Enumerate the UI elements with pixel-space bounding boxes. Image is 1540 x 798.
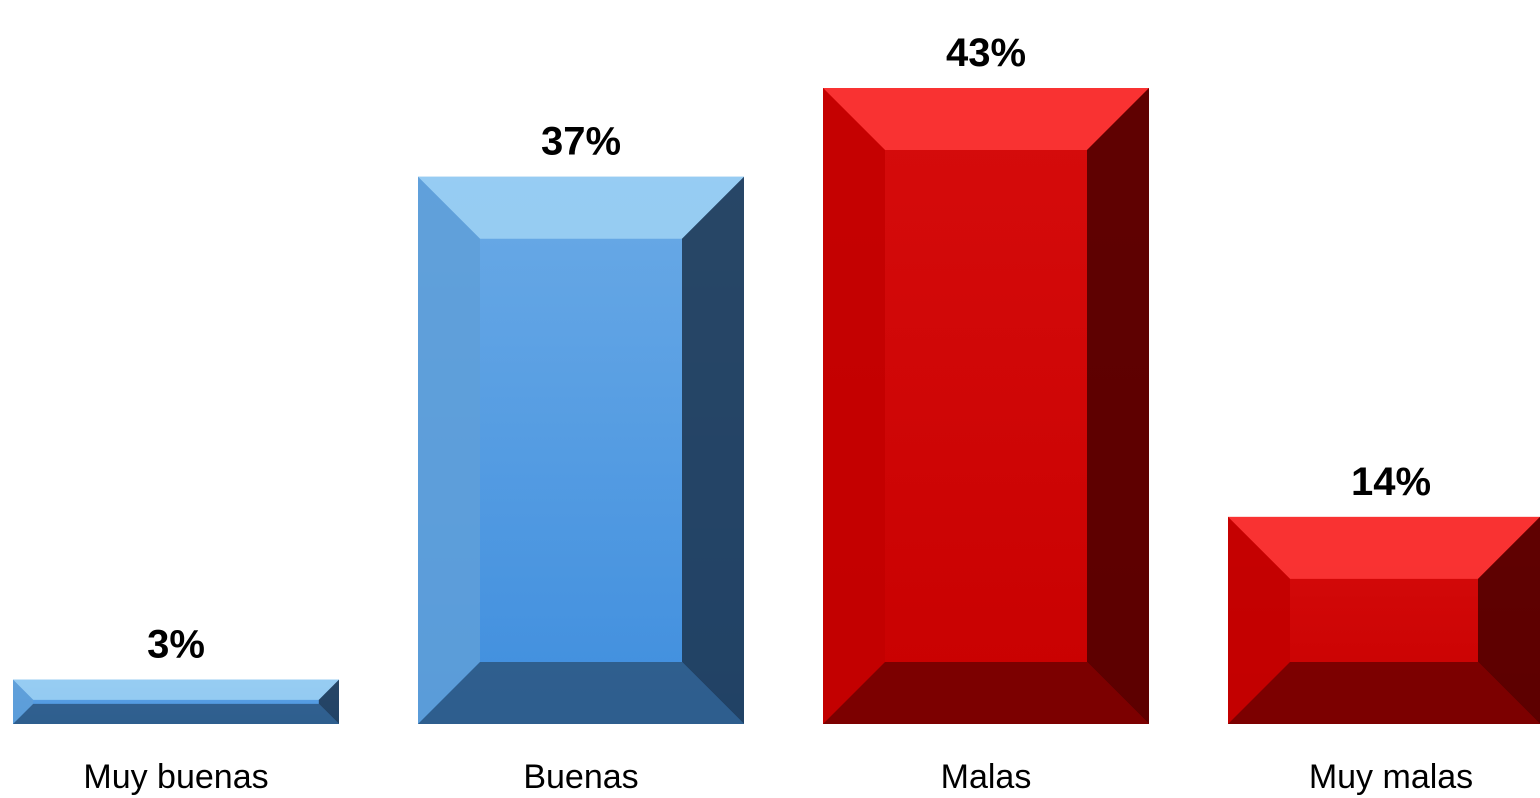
bar-bevel-left [13, 679, 34, 724]
bar-bevel-top [823, 88, 1149, 150]
bar-buenas [418, 176, 744, 724]
value-label-muy-buenas: 3% [147, 623, 205, 667]
value-labels-group: 3% 37% 43% 14% [147, 31, 1431, 667]
category-labels-group: Muy buenas Buenas Malas Muy malas [83, 758, 1473, 796]
bar-bevel-top [418, 176, 744, 239]
bar-bevel-bottom [418, 662, 744, 724]
bar-bevel-right [1478, 516, 1540, 724]
category-label-muy-malas: Muy malas [1309, 758, 1473, 796]
bar-bevel-right [1087, 88, 1149, 724]
bars-group [13, 88, 1540, 724]
bar-muy-buenas [13, 679, 339, 724]
bar-bevel-right [318, 679, 339, 724]
bar-bevel-left [1228, 516, 1290, 724]
bar-bevel-bottom [823, 662, 1149, 724]
bar-bevel-right [682, 176, 744, 724]
bar-bevel-left [823, 88, 885, 724]
bar-bevel-left [418, 176, 480, 724]
bar-bevel-top [1228, 516, 1540, 579]
bar-bevel-top [13, 679, 339, 700]
value-label-malas: 43% [946, 31, 1026, 75]
bar-malas [823, 88, 1149, 724]
category-label-malas: Malas [941, 758, 1032, 796]
category-label-buenas: Buenas [523, 758, 638, 796]
value-label-muy-malas: 14% [1351, 460, 1431, 504]
bar-bevel-bottom [1228, 662, 1540, 724]
bar-muy-malas [1228, 516, 1540, 724]
bar-bevel-bottom [13, 703, 339, 724]
value-label-buenas: 37% [541, 120, 621, 164]
category-label-muy-buenas: Muy buenas [83, 758, 268, 796]
